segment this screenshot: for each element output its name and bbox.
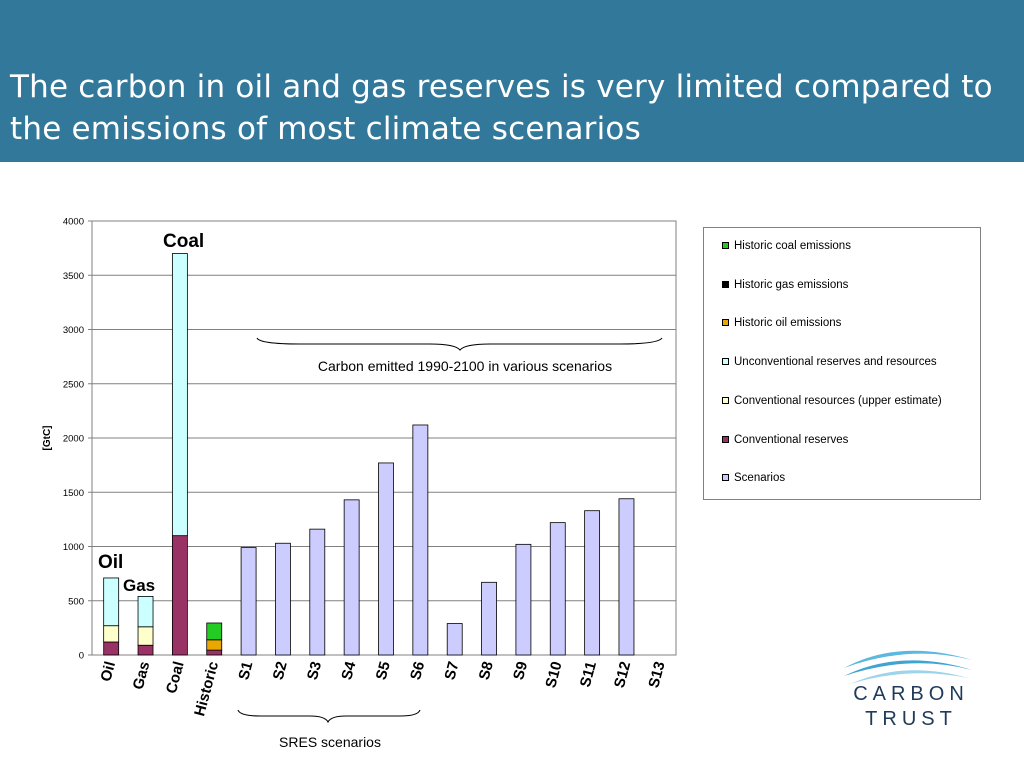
bar-scenarios-s8: [481, 581, 497, 656]
bar-conventional_reserves-oil: [103, 641, 120, 656]
y-tick-label: 500: [68, 596, 84, 607]
x-tick-label: S6: [407, 660, 428, 682]
y-tick-label: 4000: [63, 217, 84, 228]
x-tick-label: S7: [441, 660, 462, 682]
legend-label: Unconventional reserves and resources: [734, 356, 937, 369]
y-tick-label: 2500: [63, 379, 84, 390]
x-tick-label: S2: [270, 660, 291, 682]
bar-scenarios-s5: [378, 462, 394, 656]
legend-swatch: [722, 280, 729, 288]
y-tick-label: 0: [79, 651, 84, 662]
logo-wave-icon: [844, 650, 972, 684]
x-tick-label: Coal: [163, 660, 188, 696]
x-tick-label: Historic: [191, 660, 222, 718]
y-tick-label: 1000: [63, 542, 84, 553]
x-tick-label: S4: [338, 659, 359, 682]
legend-swatch: [722, 242, 729, 249]
bar-scenarios-s6: [412, 424, 429, 656]
x-tick-label: S3: [304, 660, 325, 682]
bar-unconventional-coal: [171, 253, 188, 537]
bar-conventional_resources-gas: [137, 626, 154, 646]
sres-brace: [237, 709, 421, 724]
bar-conventional_reserves-coal: [171, 535, 188, 656]
y-axis-label: [GtC]: [42, 426, 53, 451]
x-tick-label: S11: [577, 660, 600, 689]
bar-scenarios-s3: [309, 528, 326, 656]
y-tick-label: 2000: [63, 434, 84, 445]
y-tick-label: 3000: [63, 325, 84, 336]
y-tick-label: 1500: [63, 488, 84, 499]
legend-label: Historic gas emissions: [734, 278, 849, 291]
bar-conventional_reserves-historic: [206, 649, 223, 656]
y-tick-label: 3500: [63, 271, 84, 282]
annotation-sres: SRES scenarios: [279, 734, 381, 750]
x-tick-label: S8: [476, 660, 497, 682]
carbon-trust-logo: CARBON TRUST: [840, 640, 980, 740]
annotation-oil: Oil: [98, 552, 123, 573]
bar-scenarios-s9: [515, 543, 532, 656]
x-tick-label: Gas: [130, 660, 154, 692]
legend-label: Historic oil emissions: [734, 317, 842, 330]
legend-label: Scenarios: [734, 472, 786, 485]
legend-swatch: [722, 396, 729, 404]
bar-unconventional-oil: [103, 577, 120, 627]
legend-swatch: [722, 435, 729, 443]
annotation-scenarios: Carbon emitted 1990-2100 in various scen…: [318, 358, 612, 374]
bar-scenarios-s4: [343, 499, 360, 656]
title-banner: The carbon in oil and gas reserves is ve…: [0, 0, 1024, 162]
bar-scenarios-s11: [584, 510, 601, 656]
x-tick-label: S13: [645, 660, 668, 690]
x-tick-label: Oil: [97, 660, 119, 684]
bar-unconventional-gas: [137, 596, 154, 628]
bar-conventional_resources-oil: [103, 625, 120, 643]
annotation-gas: Gas: [123, 576, 155, 595]
bar-scenarios-s10: [549, 522, 566, 656]
bar-scenarios-s12: [618, 498, 635, 656]
legend-label: Conventional resources (upper estimate): [734, 394, 942, 407]
bar-historic_oil-historic: [206, 639, 223, 651]
legend-label: Historic coal emissions: [734, 240, 851, 252]
legend-swatch: [722, 474, 729, 482]
bar-conventional_reserves-gas: [137, 644, 154, 656]
x-tick-label: S9: [510, 660, 531, 682]
annotation-coal: Coal: [163, 231, 204, 252]
x-tick-label: S5: [373, 660, 394, 682]
scenarios-brace: [256, 337, 663, 351]
bar-scenarios-s2: [275, 542, 291, 656]
legend-swatch: [722, 319, 729, 327]
legend-label: Conventional reserves: [734, 433, 849, 446]
bar-scenarios-s1: [240, 547, 257, 656]
logo-text-carbon: CARBON: [853, 683, 969, 705]
x-tick-label: S10: [542, 660, 565, 690]
x-tick-label: S12: [611, 660, 634, 690]
chart-legend: Historic coal emissions Historic gas emis…: [703, 227, 981, 500]
slide-title: The carbon in oil and gas reserves is ve…: [10, 69, 993, 147]
logo-text-trust: TRUST: [865, 708, 957, 730]
bar-scenarios-s7: [446, 623, 463, 656]
legend-swatch: [722, 358, 729, 366]
x-tick-label: S1: [235, 660, 256, 682]
bar-historic_coal-historic: [206, 622, 223, 641]
